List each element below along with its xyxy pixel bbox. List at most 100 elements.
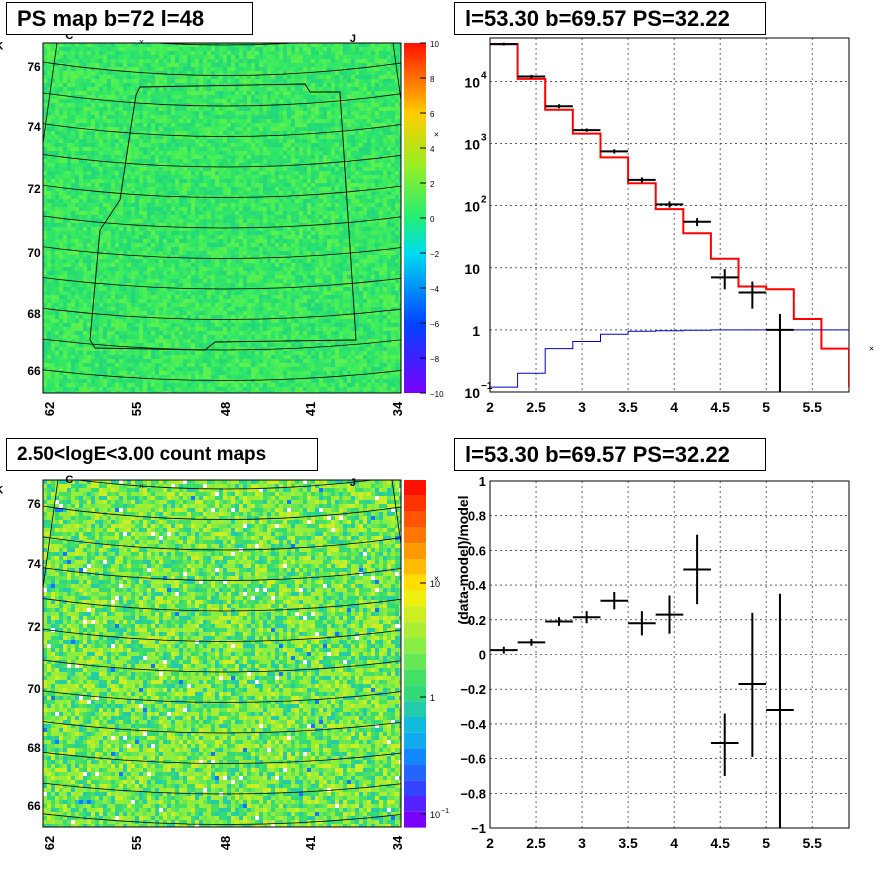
- marker-cross: ×: [434, 130, 439, 140]
- survey-footprint: [89, 83, 357, 351]
- spectrum-x-tick-label: 5.5: [802, 399, 822, 415]
- latitude-line: [43, 721, 401, 734]
- map-x-tick-label: 55: [129, 402, 144, 416]
- colorbar-tick-label: 8: [430, 75, 435, 84]
- marker-cross: ×: [434, 574, 439, 584]
- latitude-line: [43, 369, 401, 381]
- latitude-line: [43, 123, 401, 137]
- colorbar-block: [404, 764, 426, 781]
- colorbar-block: [404, 701, 426, 717]
- map-y-tick-label: 66: [27, 799, 41, 813]
- residual-x-tick-label: 4.5: [710, 835, 730, 851]
- source-label-c: C: [65, 30, 73, 42]
- map-y-tick-label: 72: [27, 182, 41, 196]
- colorbar-block: [404, 543, 426, 559]
- residual-title: l=53.30 b=69.57 PS=32.22: [454, 438, 766, 471]
- colorbar-tick-label: −2: [430, 250, 440, 259]
- map-y-tick-label: 76: [27, 60, 41, 74]
- map-x-tick-label: 55: [129, 836, 144, 850]
- colorbar-block: [404, 653, 426, 670]
- colorbar-block: [404, 796, 426, 812]
- colorbar-block: [404, 480, 426, 496]
- colorbar-block: [404, 495, 426, 512]
- spectrum-gridlines: [489, 38, 849, 393]
- count-map-pixels: [43, 480, 401, 827]
- map-y-tick-label: 68: [27, 307, 41, 321]
- residual-axis-ticks: 2 2.5 3 3.5 4 4.5 5 5.5 1 0.8 0.6 0.4 0.2 0 −0.2 −0.4 −0…: [460, 474, 822, 851]
- ps-map-pixels: [43, 43, 401, 393]
- colorbar-tick-label: 10: [430, 579, 440, 589]
- source-label-j: J: [350, 477, 356, 489]
- spectrum-series: [490, 42, 849, 392]
- latitude-line: [43, 628, 401, 642]
- colorbar-block: [404, 811, 426, 828]
- spectrum-x-tick-label: 4: [670, 399, 678, 415]
- colorbar-block: [404, 590, 426, 607]
- model-step-line: [490, 43, 849, 388]
- spectrum-x-tick-label: 4.5: [710, 399, 730, 415]
- colorbar-tick-label: 1: [430, 693, 435, 703]
- spectrum-frame: [489, 37, 850, 393]
- spectrum-x-tick-label: 2: [486, 399, 494, 415]
- marker-cross: ×: [869, 344, 874, 354]
- map-x-tick-label: 62: [42, 836, 57, 850]
- colorbar-tick-label: −8: [430, 355, 440, 364]
- colorbar-tick-label: 10: [430, 810, 440, 820]
- latitude-line: [43, 307, 401, 320]
- residual-frame: [489, 480, 850, 829]
- colorbar-block: [404, 511, 426, 528]
- latitude-line: [43, 61, 401, 76]
- latitude-line: [43, 92, 401, 107]
- map-y-tick-label: 76: [27, 497, 41, 511]
- count-map-frame: [42, 479, 402, 828]
- residual-y-tick-label: −0.4: [460, 717, 486, 732]
- residual-x-tick-label: 2: [486, 835, 494, 851]
- spectrum-y-tick-label: 10: [464, 74, 480, 90]
- ps-map-title: PS map b=72 l=48: [6, 2, 253, 35]
- residual-y-tick-label: −0.8: [460, 786, 486, 801]
- latitude-line: [150, 43, 300, 46]
- spectrum-x-tick-label: 5: [762, 399, 770, 415]
- residual-x-tick-label: 4: [670, 835, 678, 851]
- residual-y-tick-label: 0.2: [468, 613, 486, 628]
- residual-y-tick-label: 0.8: [468, 509, 486, 524]
- ps-map-panel: CJKNLGHBFIADME×××××××× 62554841347674727…: [0, 30, 624, 416]
- map-y-tick-label: 66: [27, 364, 41, 378]
- residual-x-tick-label: 3.5: [618, 835, 638, 851]
- colorbar-block: [404, 685, 426, 702]
- colorbar-tick-label: 4: [430, 145, 435, 154]
- spectrum-y-tick-label: 10: [464, 385, 480, 401]
- map-x-tick-label: 34: [390, 401, 405, 416]
- spectrum-title: l=53.30 b=69.57 PS=32.22: [454, 2, 766, 35]
- spectrum-y-tick-label: 10: [464, 199, 480, 215]
- residual-points: [490, 534, 794, 828]
- spectrum-x-tick-label: 3.5: [618, 399, 638, 415]
- residual-y-tick-label: 0.4: [468, 578, 487, 593]
- residual-x-tick-label: 5: [762, 835, 770, 851]
- colorbar-block: [404, 669, 426, 686]
- latitude-line: [43, 215, 401, 229]
- residual-y-tick-label: 0.6: [468, 543, 486, 558]
- latitude-line: [43, 782, 401, 795]
- residual-y-axis-label: (data-model)/model: [455, 495, 471, 624]
- colorbar-tick-label: −6: [430, 320, 440, 329]
- residual-x-tick-label: 3: [578, 835, 586, 851]
- background-model-line: [490, 329, 849, 388]
- residual-y-tick-label: −1: [471, 821, 486, 836]
- ps-map-colorbar: [404, 43, 426, 393]
- count-map-colorbar: [404, 480, 426, 828]
- latitude-line: [43, 246, 401, 259]
- spectrum-y-tick-label: 10: [464, 261, 480, 277]
- colorbar-block: [404, 559, 426, 575]
- map-y-tick-label: 74: [27, 557, 41, 571]
- spectrum-x-tick-label: 3: [578, 399, 586, 415]
- residual-y-tick-label: 1: [479, 474, 486, 489]
- latitude-line: [43, 536, 401, 551]
- spectrum-y-tick-label: 10: [464, 137, 480, 153]
- ps-map-axis-ticks: 62 55 48 41 34 76 74 72 70 68 66: [27, 60, 405, 416]
- latitude-line: [43, 690, 401, 703]
- latitude-line: [43, 277, 401, 290]
